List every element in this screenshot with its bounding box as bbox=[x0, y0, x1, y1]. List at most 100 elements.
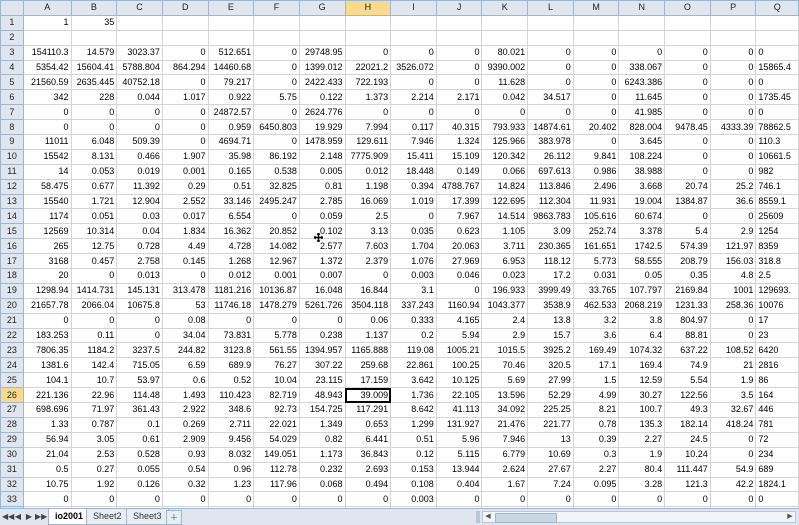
cell-o29[interactable]: 24.5 bbox=[664, 431, 711, 448]
cell-i12[interactable]: 0.394 bbox=[390, 178, 437, 195]
cell-p5[interactable]: 0 bbox=[709, 74, 757, 91]
cell-f19[interactable]: 10136.87 bbox=[253, 282, 300, 299]
cell-e32[interactable]: 1.23 bbox=[207, 476, 255, 493]
cell-i2[interactable] bbox=[390, 29, 437, 46]
cell-l1[interactable] bbox=[527, 14, 574, 31]
cell-c27[interactable]: 361.43 bbox=[116, 402, 163, 418]
cell-a12[interactable]: 58.475 bbox=[22, 178, 72, 195]
cell-f8[interactable]: 6450.803 bbox=[253, 119, 300, 136]
cell-d22[interactable]: 34.04 bbox=[161, 327, 209, 344]
cell-o32[interactable]: 121.3 bbox=[664, 476, 711, 493]
cell-j31[interactable]: 13.944 bbox=[435, 461, 483, 478]
cell-j23[interactable]: 1005.21 bbox=[435, 342, 483, 359]
cell-i3[interactable]: 0 bbox=[390, 44, 437, 61]
cell-p14[interactable]: 0 bbox=[709, 208, 757, 225]
cell-k3[interactable]: 80.021 bbox=[481, 44, 529, 61]
cell-n5[interactable]: 6243.386 bbox=[618, 74, 666, 91]
cell-a32[interactable]: 10.75 bbox=[22, 476, 72, 493]
cell-o3[interactable]: 0 bbox=[664, 44, 711, 61]
cell-d7[interactable]: 0 bbox=[161, 104, 209, 121]
cell-d11[interactable]: 0.001 bbox=[161, 163, 209, 180]
cell-b11[interactable]: 0.053 bbox=[70, 163, 118, 180]
cell-i8[interactable]: 0.117 bbox=[390, 119, 437, 136]
cell-l3[interactable]: 0 bbox=[527, 44, 574, 61]
cell-p27[interactable]: 32.67 bbox=[709, 402, 757, 418]
row-header-6[interactable]: 6 bbox=[0, 89, 24, 106]
cell-j17[interactable]: 27.969 bbox=[435, 253, 483, 270]
cell-m5[interactable]: 0 bbox=[572, 74, 620, 91]
cell-c21[interactable]: 0 bbox=[116, 312, 163, 329]
cell-h3[interactable]: 0 bbox=[344, 44, 392, 61]
cell-l6[interactable]: 34.517 bbox=[527, 89, 574, 106]
cell-i18[interactable]: 0.003 bbox=[390, 268, 437, 284]
cell-h19[interactable]: 16.844 bbox=[344, 282, 392, 299]
cell-n10[interactable]: 108.224 bbox=[618, 148, 666, 165]
cell-m6[interactable]: 0 bbox=[572, 89, 620, 106]
cell-q29[interactable]: 72 bbox=[755, 431, 799, 448]
cell-i23[interactable]: 119.08 bbox=[390, 342, 437, 359]
cell-b3[interactable]: 14.579 bbox=[70, 44, 118, 61]
cell-f4[interactable]: 0 bbox=[253, 59, 300, 76]
cell-g3[interactable]: 29748.95 bbox=[298, 44, 346, 61]
row-header-17[interactable]: 17 bbox=[0, 253, 24, 270]
cell-j24[interactable]: 100.25 bbox=[435, 357, 483, 374]
cell-k23[interactable]: 1015.5 bbox=[481, 342, 529, 359]
cell-d10[interactable]: 1.907 bbox=[161, 148, 209, 165]
cell-f2[interactable] bbox=[253, 29, 300, 46]
cell-n30[interactable]: 1.9 bbox=[618, 446, 666, 463]
cell-k17[interactable]: 6.953 bbox=[481, 253, 529, 270]
cell-a15[interactable]: 12569 bbox=[22, 223, 72, 240]
cell-e7[interactable]: 24872.57 bbox=[207, 104, 255, 121]
cell-k6[interactable]: 0.042 bbox=[481, 89, 529, 106]
cell-n25[interactable]: 12.59 bbox=[618, 372, 666, 389]
cell-h29[interactable]: 6.441 bbox=[344, 431, 392, 448]
cell-j9[interactable]: 1.324 bbox=[435, 134, 483, 150]
cell-c22[interactable]: 0 bbox=[116, 327, 163, 344]
cell-k26[interactable]: 13.596 bbox=[481, 387, 529, 404]
row-header-24[interactable]: 24 bbox=[0, 357, 24, 374]
row-header-32[interactable]: 32 bbox=[0, 476, 24, 493]
cell-f17[interactable]: 12.967 bbox=[253, 253, 300, 270]
cell-e18[interactable]: 0.012 bbox=[207, 268, 255, 284]
cell-d14[interactable]: 0.017 bbox=[161, 208, 209, 225]
cell-p12[interactable]: 25.2 bbox=[709, 178, 757, 195]
cell-k14[interactable]: 14.514 bbox=[481, 208, 529, 225]
cell-d12[interactable]: 0.29 bbox=[161, 178, 209, 195]
cell-g8[interactable]: 19.929 bbox=[298, 119, 346, 136]
cell-a29[interactable]: 56.94 bbox=[22, 431, 72, 448]
cell-p8[interactable]: 4333.39 bbox=[709, 119, 757, 136]
cell-j30[interactable]: 5.115 bbox=[435, 446, 483, 463]
cell-o4[interactable]: 0 bbox=[664, 59, 711, 76]
column-header-m[interactable]: M bbox=[572, 0, 620, 16]
cell-g13[interactable]: 2.785 bbox=[298, 193, 346, 210]
row-header-21[interactable]: 21 bbox=[0, 312, 24, 329]
cell-c28[interactable]: 0.1 bbox=[116, 416, 163, 433]
horizontal-scrollbar[interactable]: ◀ ▶ bbox=[482, 511, 796, 523]
cell-b1[interactable]: 35 bbox=[70, 14, 118, 31]
cell-a1[interactable]: 1 bbox=[22, 14, 72, 31]
cell-d30[interactable]: 0.93 bbox=[161, 446, 209, 463]
column-header-c[interactable]: C bbox=[116, 0, 163, 16]
cell-q28[interactable]: 781 bbox=[755, 416, 799, 433]
cell-m11[interactable]: 0.986 bbox=[572, 163, 620, 180]
cell-i7[interactable]: 0 bbox=[390, 104, 437, 121]
row-header-7[interactable]: 7 bbox=[0, 104, 24, 121]
cell-q2[interactable] bbox=[755, 29, 799, 46]
cell-i11[interactable]: 18.448 bbox=[390, 163, 437, 180]
cell-e13[interactable]: 33.146 bbox=[207, 193, 255, 210]
cell-m16[interactable]: 161.651 bbox=[572, 238, 620, 255]
column-header-h[interactable]: H bbox=[344, 0, 392, 16]
cell-f27[interactable]: 92.73 bbox=[253, 402, 300, 418]
cell-j11[interactable]: 0.149 bbox=[435, 163, 483, 180]
cell-o6[interactable]: 0 bbox=[664, 89, 711, 106]
cell-m20[interactable]: 462.533 bbox=[572, 297, 620, 314]
cell-j25[interactable]: 10.125 bbox=[435, 372, 483, 389]
cell-l10[interactable]: 26.112 bbox=[527, 148, 574, 165]
cell-n28[interactable]: 135.3 bbox=[618, 416, 666, 433]
cell-d24[interactable]: 6.59 bbox=[161, 357, 209, 374]
cell-m21[interactable]: 3.2 bbox=[572, 312, 620, 329]
cell-e12[interactable]: 0.51 bbox=[207, 178, 255, 195]
cell-n13[interactable]: 19.004 bbox=[618, 193, 666, 210]
scrollbar-thumb[interactable] bbox=[495, 513, 557, 523]
cell-k16[interactable]: 3.711 bbox=[481, 238, 529, 255]
